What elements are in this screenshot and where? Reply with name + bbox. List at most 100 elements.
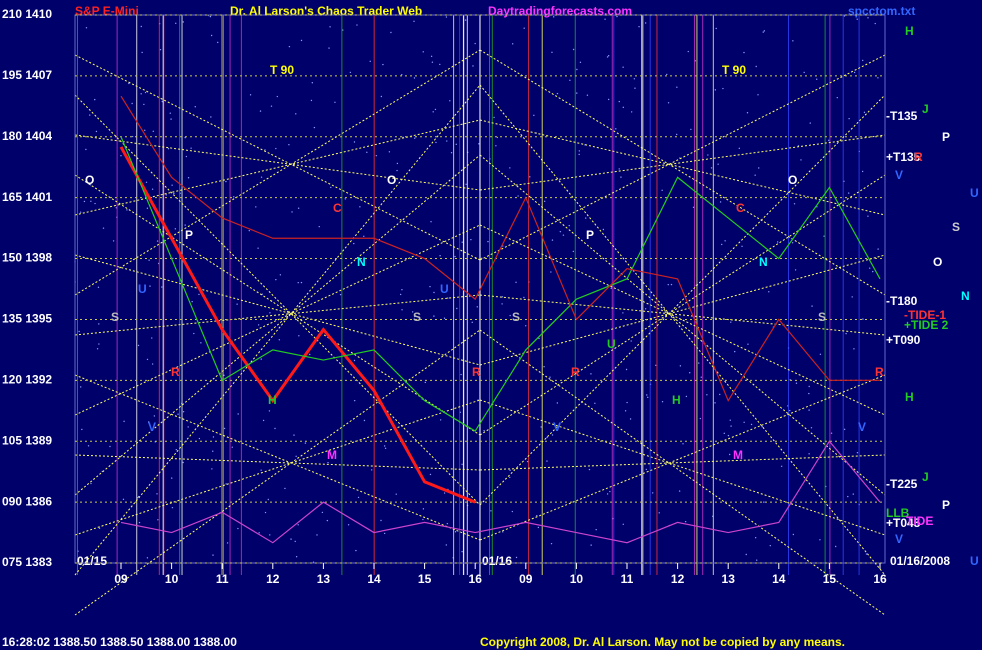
star — [445, 544, 448, 546]
star — [399, 293, 402, 296]
star — [630, 111, 633, 113]
star — [719, 201, 722, 203]
star — [212, 436, 215, 438]
annotation: C — [333, 201, 342, 215]
star — [145, 181, 148, 183]
diagonal-line — [479, 49, 886, 296]
annotation: N — [759, 255, 768, 269]
star — [334, 101, 336, 103]
site: Daytradingforecasts.com — [488, 4, 632, 18]
star — [578, 150, 581, 152]
star — [439, 419, 442, 421]
star — [633, 78, 636, 80]
star — [551, 434, 554, 436]
diagonal-line — [479, 84, 886, 576]
star — [655, 364, 657, 366]
star — [165, 194, 167, 196]
star — [443, 492, 446, 494]
star — [187, 177, 190, 179]
right-label: +T045 — [886, 516, 921, 530]
series-line — [120, 95, 880, 402]
star — [310, 99, 313, 102]
star — [682, 443, 684, 445]
star — [496, 136, 499, 139]
star — [146, 557, 149, 559]
star — [327, 461, 329, 464]
star — [318, 225, 320, 228]
star — [255, 206, 257, 208]
star — [700, 376, 702, 378]
star — [390, 31, 392, 34]
star — [730, 425, 732, 427]
star — [789, 409, 791, 412]
star — [279, 274, 282, 276]
star — [268, 410, 271, 412]
diagonal-line — [74, 399, 481, 536]
right-label: U — [970, 186, 979, 200]
star — [210, 116, 212, 118]
star — [363, 235, 365, 237]
star — [808, 453, 810, 455]
right-label: U — [970, 554, 979, 568]
star — [311, 82, 314, 84]
star — [877, 248, 879, 250]
star — [706, 394, 708, 396]
star — [730, 321, 732, 323]
star — [676, 86, 678, 88]
star — [269, 312, 271, 314]
right-label: N — [961, 289, 970, 303]
star — [584, 217, 587, 219]
star — [622, 523, 624, 525]
star — [792, 40, 794, 42]
series-line — [120, 440, 881, 544]
star — [710, 167, 713, 169]
star — [847, 495, 849, 498]
x-tick-label: 09 — [519, 572, 533, 586]
right-label: V — [895, 532, 903, 546]
star — [422, 518, 424, 521]
star — [797, 145, 800, 147]
star — [148, 421, 150, 423]
star — [595, 528, 597, 531]
star — [536, 514, 538, 517]
star — [803, 71, 805, 74]
star — [515, 556, 518, 559]
star — [493, 116, 495, 119]
star — [143, 103, 145, 106]
star — [646, 394, 648, 396]
star — [606, 56, 609, 58]
star — [533, 114, 535, 117]
star — [102, 227, 105, 229]
star — [193, 332, 195, 335]
star — [490, 510, 492, 512]
diagonal-line — [74, 84, 481, 576]
star — [863, 111, 866, 114]
star — [630, 340, 632, 342]
diagonal-line — [479, 134, 886, 191]
star — [828, 139, 830, 142]
star — [707, 154, 709, 156]
star — [644, 22, 647, 24]
star — [369, 60, 371, 63]
star — [454, 531, 457, 533]
star — [780, 465, 783, 467]
star — [388, 151, 391, 153]
star — [667, 102, 670, 104]
right-label: H — [905, 24, 914, 38]
star — [295, 455, 297, 458]
star — [476, 306, 478, 308]
star — [819, 539, 821, 541]
star — [509, 476, 511, 479]
star — [867, 215, 869, 217]
star — [523, 296, 525, 299]
star — [321, 511, 324, 514]
star — [874, 22, 876, 25]
star — [275, 147, 277, 150]
diagonal-line — [479, 94, 886, 506]
star — [396, 169, 398, 172]
star — [862, 318, 864, 320]
star — [550, 271, 552, 273]
star — [316, 534, 318, 536]
star — [502, 531, 504, 533]
